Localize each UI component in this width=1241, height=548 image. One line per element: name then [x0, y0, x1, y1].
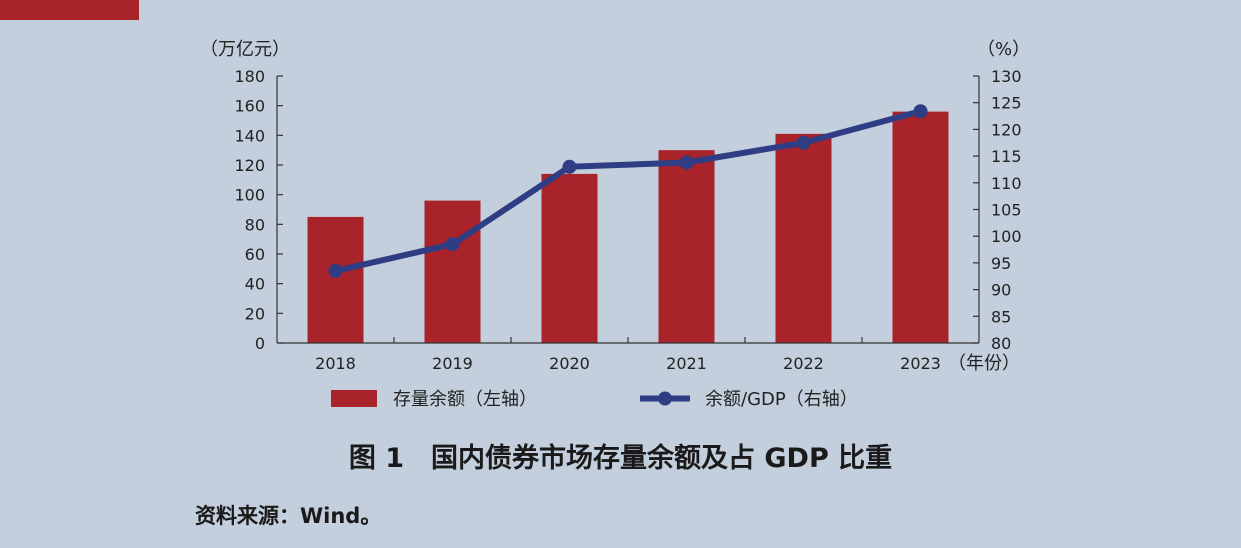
right-tick-label: 85	[991, 307, 1011, 326]
line-point-2020	[562, 159, 577, 174]
legend-bar-label: 存量余额（左轴）	[393, 389, 537, 410]
line-point-2021	[679, 155, 694, 170]
bar-2021	[658, 150, 715, 343]
x-tick-label-2018: 2018	[315, 354, 356, 373]
bar-2019	[424, 200, 481, 343]
right-tick-label: 90	[991, 281, 1011, 300]
bar-2023	[892, 111, 949, 343]
x-tick-label-2023: 2023	[900, 354, 941, 373]
line-point-2019	[445, 237, 460, 252]
labels-layer: 0 20 40 60 80 100 120 140 160 180 80 85 90 95 100 105 11…	[234, 67, 1021, 373]
chart: 0 20 40 60 80 100 120 140 160 180 80 85 90 95 100 105 11…	[200, 39, 1030, 410]
line-point-2022	[796, 135, 811, 150]
x-tick-label-2022: 2022	[783, 354, 824, 373]
right-axis-unit: （%）	[977, 39, 1030, 60]
line-series-gdp-ratio	[332, 108, 924, 274]
axes-layer	[276, 75, 980, 344]
right-tick-label: 80	[991, 334, 1011, 353]
right-tick-label: 120	[991, 120, 1022, 139]
right-tick-label: 125	[991, 94, 1022, 113]
legend-line-label: 余额/GDP（右轴）	[705, 389, 858, 410]
left-tick-label: 80	[245, 215, 265, 234]
left-tick-label: 40	[245, 275, 265, 294]
left-tick-label: 140	[234, 126, 265, 145]
left-axis-unit: （万亿元）	[200, 39, 290, 60]
legend: 存量余额（左轴） 余额/GDP（右轴）	[331, 389, 858, 410]
legend-bar-swatch	[331, 390, 377, 407]
x-tick-label-2020: 2020	[549, 354, 590, 373]
source-note: 资料来源：Wind。	[195, 504, 382, 528]
left-tick-label: 20	[245, 304, 265, 323]
right-tick-label: 115	[991, 147, 1022, 166]
right-tick-label: 130	[991, 67, 1022, 86]
right-tick-label: 110	[991, 174, 1022, 193]
right-tick-label: 100	[991, 227, 1022, 246]
x-tick-label-2021: 2021	[666, 354, 707, 373]
right-tick-label: 105	[991, 201, 1022, 220]
right-tick-label: 95	[991, 254, 1011, 273]
left-tick-label: 180	[234, 67, 265, 86]
legend-line-marker	[658, 391, 672, 406]
figure-caption: 图 1 国内债券市场存量余额及占 GDP 比重	[348, 443, 893, 474]
line-point-2023	[913, 104, 928, 119]
accent-bar	[0, 0, 139, 20]
left-tick-label: 160	[234, 97, 265, 116]
bars-layer	[307, 111, 949, 343]
x-axis-unit: （年份）	[948, 353, 1020, 374]
bar-2022	[775, 133, 832, 343]
line-point-2018	[328, 263, 343, 278]
left-tick-label: 60	[245, 245, 265, 264]
left-tick-label: 0	[255, 334, 265, 353]
line-layer	[328, 104, 928, 278]
left-tick-label: 120	[234, 156, 265, 175]
bar-2018	[307, 216, 364, 343]
bar-2020	[541, 173, 598, 343]
left-tick-label: 100	[234, 186, 265, 205]
x-tick-label-2019: 2019	[432, 354, 473, 373]
